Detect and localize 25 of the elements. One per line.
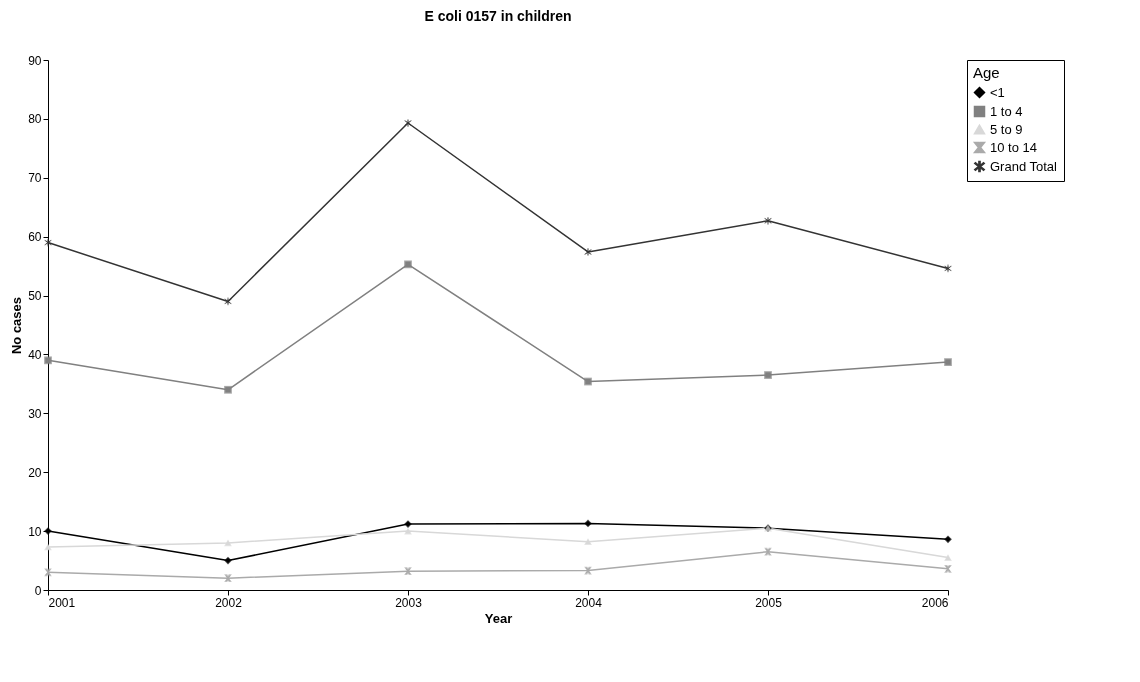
legend-label: 1 to 4 bbox=[990, 103, 1023, 119]
x-tick-label: 2006 bbox=[921, 595, 949, 610]
y-axis-title: No cases bbox=[9, 296, 25, 355]
y-tick-label: 30 bbox=[28, 406, 42, 421]
x-tick-label: 2005 bbox=[755, 595, 783, 610]
y-tick-label: 20 bbox=[28, 465, 42, 480]
y-tick-label: 80 bbox=[28, 112, 42, 127]
y-tick-label: 40 bbox=[28, 347, 42, 362]
legend-label: 5 to 9 bbox=[990, 121, 1023, 137]
y-tick-label: 90 bbox=[28, 53, 42, 68]
y-tick-label: 50 bbox=[28, 289, 42, 304]
chart-title: E coli 0157 in children bbox=[424, 8, 572, 24]
x-tick-label: 2003 bbox=[395, 595, 423, 610]
y-tick-label: 70 bbox=[28, 171, 42, 186]
legend-label: 10 to 14 bbox=[990, 139, 1037, 155]
y-tick-label: 0 bbox=[34, 583, 42, 598]
y-tick-label: 10 bbox=[28, 524, 42, 539]
legend-label: Grand Total bbox=[990, 158, 1058, 174]
legend-title: Age bbox=[973, 64, 1000, 81]
y-tick-label: 60 bbox=[28, 230, 42, 245]
x-tick-label: 2001 bbox=[48, 595, 76, 610]
legend-label: <1 bbox=[990, 84, 1005, 100]
x-tick-label: 2002 bbox=[215, 595, 243, 610]
x-axis-title: Year bbox=[484, 610, 513, 626]
x-tick-label: 2004 bbox=[575, 595, 603, 610]
